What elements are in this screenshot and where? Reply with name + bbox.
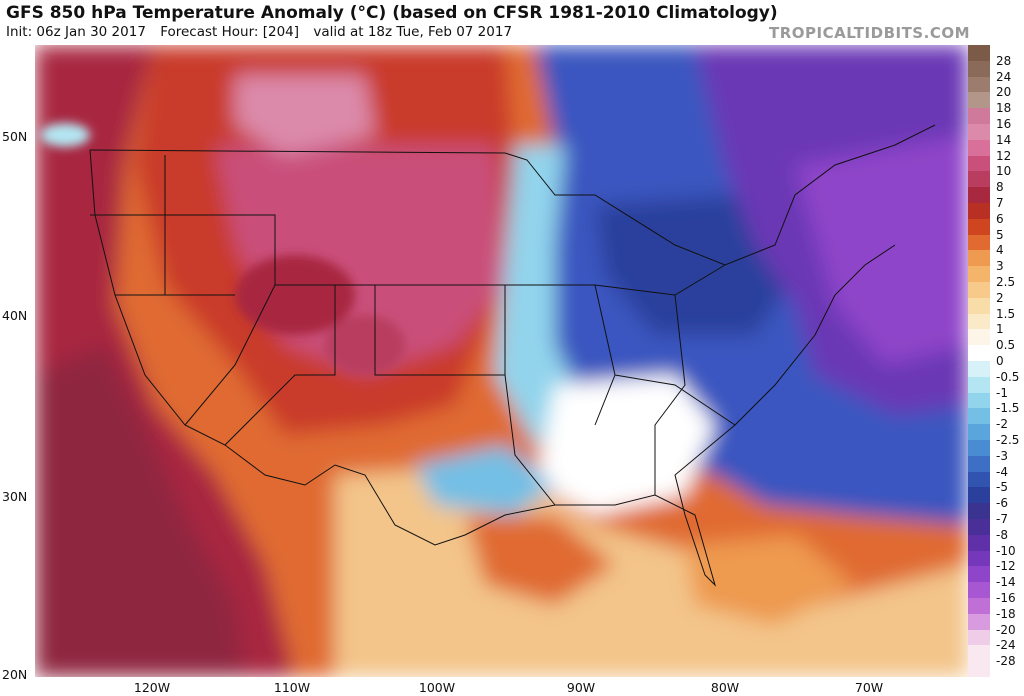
- colorbar-label: 28: [996, 53, 1012, 68]
- colorbar-label: -20: [996, 622, 1016, 637]
- colorbar-swatch: [968, 376, 990, 394]
- colorbar-swatch: [968, 503, 990, 520]
- colorbar-label: 16: [996, 117, 1012, 131]
- colorbar-swatch: [968, 171, 990, 188]
- colorbar-swatch: [968, 613, 990, 631]
- colorbar-label: 24: [996, 69, 1012, 84]
- colorbar-swatch: [968, 45, 990, 62]
- lon-label-120w: 120W: [133, 680, 171, 695]
- colorbar-swatch: [968, 108, 990, 125]
- colorbar-swatch: [968, 629, 990, 646]
- colorbar: 28 24 20 18 16 14 12 10 8 7 6 5 4 3 2.5 2 1.5 1 0.5 0 -0.5 -1…: [968, 45, 1024, 678]
- colorbar-label: 2.5: [996, 275, 1016, 289]
- map-title: GFS 850 hPa Temperature Anomaly (°C) (ba…: [6, 3, 778, 23]
- colorbar-swatch: [968, 471, 990, 488]
- colorbar-swatch: [968, 282, 990, 299]
- colorbar-label: 7: [996, 196, 1004, 210]
- colorbar-label: -0.5: [996, 369, 1020, 384]
- colorbar-swatch: [968, 440, 990, 457]
- colorbar-swatch: [968, 582, 990, 599]
- colorbar-swatch: [968, 234, 990, 251]
- colorbar-label: -16: [996, 591, 1016, 605]
- lon-label-110w: 110W: [273, 680, 311, 695]
- lat-label-40n: 40N: [2, 308, 28, 323]
- colorbar-swatch: [968, 313, 990, 330]
- valid-time: valid at 18z Tue, Feb 07 2017: [313, 24, 513, 40]
- colorbar-label: -18: [996, 606, 1016, 621]
- lon-label-90w: 90W: [566, 680, 596, 695]
- colorbar-swatch: [968, 566, 990, 583]
- colorbar-label: -2: [996, 417, 1008, 432]
- colorbar-swatch: [968, 266, 990, 283]
- lat-label-30n: 30N: [2, 489, 28, 504]
- colorbar-swatch: [968, 124, 990, 141]
- colorbar-label: -8: [996, 527, 1008, 542]
- colorbar-swatch: [968, 550, 990, 567]
- lon-label-100w: 100W: [418, 680, 456, 695]
- lon-label-80w: 80W: [710, 680, 740, 695]
- colorbar-label: -10: [996, 543, 1016, 558]
- colorbar-swatch: [968, 60, 990, 78]
- colorbar-label: -4: [996, 464, 1008, 479]
- colorbar-label: 12: [996, 148, 1012, 163]
- colorbar-label: -5: [996, 480, 1008, 495]
- colorbar-label: 4: [996, 243, 1004, 258]
- colorbar-swatch: [968, 139, 990, 157]
- colorbar-swatch: [968, 455, 990, 473]
- lat-label-50n: 50N: [2, 129, 28, 144]
- lat-label-20n: 20N: [2, 667, 28, 682]
- map-subtitle: Init: 06z Jan 30 2017 Forecast Hour: [20…: [6, 24, 512, 40]
- lon-label-70w: 70W: [854, 680, 884, 695]
- colorbar-label: 2: [996, 290, 1004, 305]
- colorbar-label: 18: [996, 101, 1012, 116]
- colorbar-label: -14: [996, 575, 1016, 590]
- colorbar-swatch: [968, 203, 990, 220]
- colorbar-label: -24: [996, 638, 1016, 653]
- colorbar-swatch: [968, 392, 990, 409]
- colorbar-label: 0.5: [996, 338, 1016, 353]
- site-credit: TROPICALTIDBITS.COM: [769, 24, 970, 42]
- colorbar-swatch: [968, 76, 990, 93]
- colorbar-swatch: [968, 92, 990, 109]
- colorbar-swatch: [968, 155, 990, 172]
- colorbar-label: 8: [996, 180, 1004, 195]
- colorbar-swatch: [968, 519, 990, 536]
- colorbar-swatch: [968, 661, 990, 678]
- colorbar-label: 1: [996, 322, 1004, 337]
- colorbar-label: -12: [996, 559, 1016, 574]
- colorbar-swatch: [968, 424, 990, 441]
- forecast-hour: Forecast Hour: [204]: [160, 24, 300, 40]
- colorbar-swatch: [968, 408, 990, 425]
- colorbar-swatch: [968, 487, 990, 504]
- colorbar-label: 6: [996, 211, 1004, 226]
- colorbar-label: 14: [996, 132, 1012, 147]
- colorbar-label: 0: [996, 354, 1004, 368]
- colorbar-label: -6: [996, 496, 1008, 511]
- colorbar-swatch: [968, 645, 990, 662]
- colorbar-label: -28: [996, 654, 1016, 669]
- colorbar-swatch: [968, 598, 990, 615]
- colorbar-swatch: [968, 534, 990, 552]
- colorbar-swatch: [968, 187, 990, 204]
- colorbar-swatch: [968, 218, 990, 236]
- colorbar-label: 10: [996, 164, 1012, 179]
- colorbar-swatch: [968, 345, 990, 362]
- colorbar-swatch: [968, 297, 990, 315]
- colorbar-label: -1.5: [996, 401, 1020, 416]
- anomaly-map: [35, 45, 968, 677]
- colorbar-label: 5: [996, 227, 1004, 242]
- init-time: Init: 06z Jan 30 2017: [6, 24, 146, 40]
- colorbar-swatch: [968, 250, 990, 267]
- colorbar-label: 20: [996, 85, 1012, 100]
- colorbar-label: -1: [996, 385, 1008, 400]
- colorbar-label: 1.5: [996, 306, 1016, 321]
- colorbar-label: -7: [996, 512, 1008, 526]
- colorbar-label: -3: [996, 448, 1008, 463]
- colorbar-swatch: [968, 361, 990, 378]
- colorbar-label: -2.5: [996, 433, 1020, 447]
- colorbar-swatch: [968, 329, 990, 346]
- colorbar-label: 3: [996, 259, 1004, 274]
